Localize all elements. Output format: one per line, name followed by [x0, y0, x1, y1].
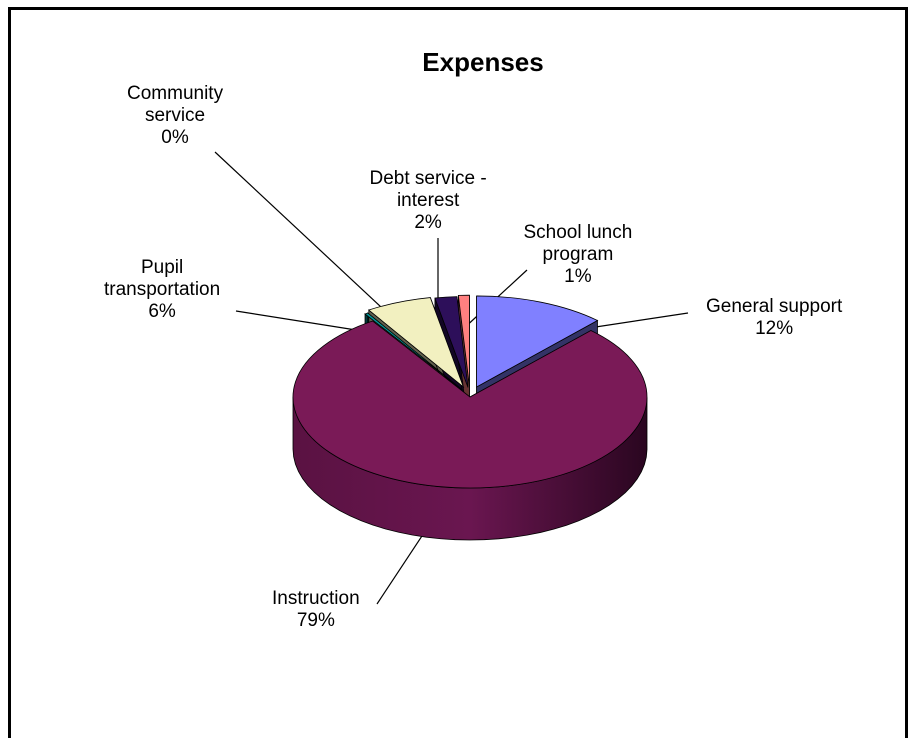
slice-label-general-support: General support 12% [706, 296, 842, 340]
slice-label-percent: 79% [296, 610, 335, 631]
slice-label-pupil-transportation: Pupil transportation 6% [104, 257, 220, 323]
slice-label-percent: 1% [564, 266, 592, 287]
slice-label-community-service: Community service 0% [127, 83, 223, 149]
slice-school-lunch-program [457, 294, 470, 387]
slice-label-name: interest [396, 190, 460, 211]
slice-label-name: Pupil [140, 257, 184, 278]
slice-general-support [476, 295, 599, 388]
slice-label-name: General support [706, 296, 843, 317]
leader-line-community-service [214, 151, 413, 337]
slice-label-name: transportation [104, 279, 221, 300]
leader-lines [214, 151, 689, 605]
slice-debt-service-interest [434, 296, 469, 388]
slice-label-name: Debt service - [369, 168, 487, 189]
slice-label-percent: 12% [755, 318, 794, 339]
slice-pupil-transportation [367, 297, 465, 389]
slice-label-name: program [542, 244, 614, 265]
slice-label-percent: 0% [161, 127, 189, 148]
chart-title: Expenses [422, 47, 544, 77]
slice-label-name: Community [127, 83, 224, 104]
slice-label-name: service [144, 105, 206, 126]
slice-label-debt-service-interest: Debt service - interest 2% [370, 168, 487, 234]
slice-label-instruction: Instruction 79% [272, 588, 360, 632]
slice-label-school-lunch-program: School lunch program 1% [524, 222, 633, 288]
chart-frame [8, 7, 908, 738]
slice-community-service [364, 312, 463, 391]
slice-label-percent: 6% [148, 301, 176, 322]
slice-label-name: School lunch [523, 222, 633, 243]
slice-instruction [292, 320, 648, 489]
slice-tops [292, 294, 648, 489]
slice-label-percent: 2% [414, 212, 442, 233]
slice-label-name: Instruction [272, 588, 360, 609]
